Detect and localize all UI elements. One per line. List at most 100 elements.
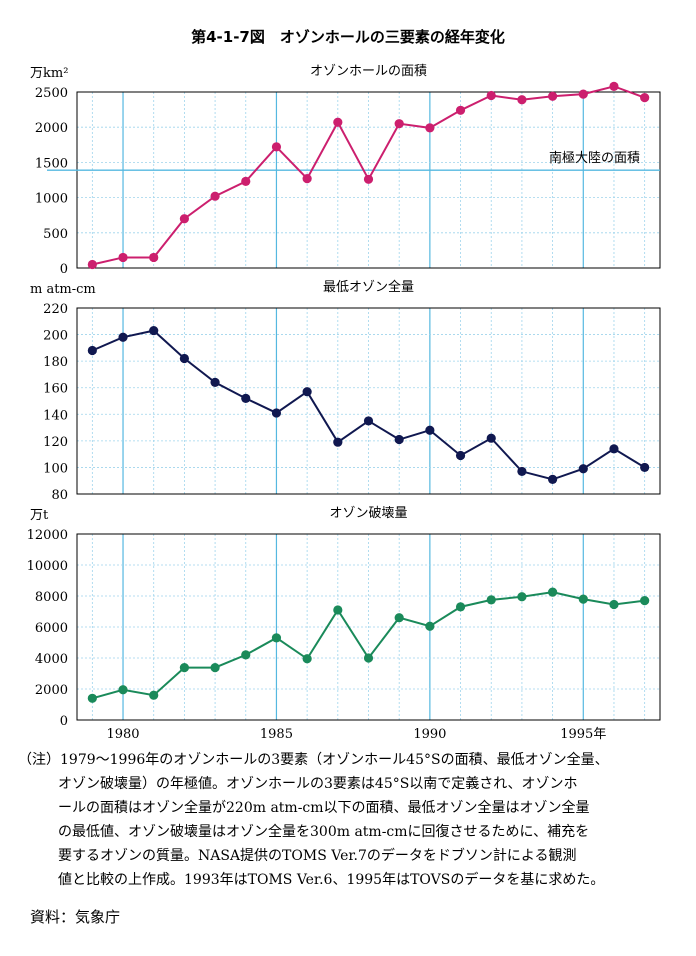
data-point [179, 663, 189, 673]
data-point [394, 613, 404, 623]
data-point [425, 425, 435, 435]
y-tick-label: 120 [43, 435, 68, 450]
y-tick-label: 220 [43, 302, 68, 317]
y-tick-label: 1500 [35, 156, 68, 171]
y-tick-label: 4000 [35, 652, 68, 667]
panel-1 [47, 81, 661, 270]
plot-frame [76, 533, 661, 721]
data-point [425, 123, 435, 133]
data-point [179, 353, 189, 364]
x-tick-label: 1990 [413, 727, 446, 740]
y-tick-label: 6000 [35, 621, 68, 636]
data-point [302, 654, 312, 664]
panel-title: 最低オゾン全量 [323, 279, 414, 295]
y-tick-label: 500 [43, 227, 68, 242]
data-point [394, 119, 404, 129]
note-line: （注）1979～1996年のオゾンホールの3要素（オゾンホール45°Sの面積、最… [18, 752, 609, 768]
y-tick-label: 0 [60, 262, 68, 277]
data-point [425, 621, 435, 631]
data-point [486, 433, 496, 443]
source-text: 資料：気象庁 [30, 908, 121, 926]
data-point [517, 592, 527, 602]
data-point [548, 587, 558, 597]
plot-frame [76, 307, 661, 495]
y-tick-label: 2000 [35, 121, 68, 136]
data-point [149, 325, 159, 336]
panel-3 [76, 533, 661, 721]
data-point [210, 191, 220, 201]
unit-label: 万t [30, 508, 49, 523]
y-tick-label: 1000 [35, 192, 68, 207]
y-tick-label: 100 [43, 461, 68, 476]
data-point [179, 214, 189, 224]
note-text: （注）1979～1996年のオゾンホールの3要素（オゾンホール45°Sの面積、最… [18, 748, 678, 892]
data-point [118, 252, 128, 263]
data-point [394, 434, 404, 445]
y-tick-label: 2000 [35, 683, 68, 698]
data-point [210, 377, 220, 387]
data-point [87, 259, 97, 270]
data-point [578, 89, 588, 99]
data-point [363, 416, 374, 426]
data-point [271, 408, 282, 418]
y-tick-label: 12000 [27, 528, 68, 543]
data-point [241, 650, 251, 660]
data-point [333, 117, 343, 127]
data-point [118, 332, 128, 342]
data-point [548, 91, 558, 101]
data-point [609, 599, 619, 610]
data-point [333, 605, 343, 615]
reference-line-label: 南極大陸の面積 [549, 150, 640, 166]
y-tick-label: 80 [51, 488, 68, 503]
data-point [548, 474, 558, 484]
data-point [210, 663, 220, 673]
data-point [640, 596, 650, 606]
data-point [578, 464, 588, 474]
note-line: ールの面積はオゾン全量が220m atm-cm以下の面積、最低オゾン全量はオゾン… [58, 800, 590, 816]
data-point [609, 81, 619, 91]
unit-label: 万km² [30, 66, 68, 81]
data-point [87, 345, 97, 356]
y-tick-label: 160 [43, 382, 68, 397]
data-point [455, 602, 466, 612]
data-point [455, 105, 466, 115]
data-point [302, 173, 312, 184]
data-point [517, 95, 527, 105]
data-point [609, 444, 619, 454]
data-point [578, 594, 588, 604]
y-tick-label: 180 [43, 355, 68, 370]
x-tick-label: 1980 [106, 727, 139, 740]
data-point [271, 142, 282, 152]
note-line: 要するオゾンの質量。NASA提供のTOMS Ver.7のデータをドブソン計による… [58, 848, 577, 864]
y-tick-label: 0 [60, 714, 68, 729]
data-point [118, 685, 128, 695]
chart-area: 05001000150020002500南極大陸の面積オゾンホールの面積万km²… [27, 64, 661, 740]
panel-title: オゾン破壊量 [329, 506, 407, 521]
y-tick-label: 200 [43, 329, 68, 344]
data-point [640, 93, 650, 103]
x-tick-label: 1995年 [560, 727, 606, 740]
data-point [149, 252, 159, 263]
unit-label: m atm-cm [30, 282, 96, 297]
data-point [486, 90, 496, 101]
panel-title: オゾンホールの面積 [310, 64, 427, 79]
data-point [363, 653, 374, 663]
data-point [149, 690, 159, 700]
y-tick-label: 8000 [35, 590, 68, 605]
data-point [333, 437, 343, 447]
data-point [363, 174, 374, 184]
figure-title: 第4-1-7図 オゾンホールの三要素の経年変化 [191, 28, 505, 46]
data-point [271, 633, 282, 643]
data-point [241, 393, 251, 403]
panel-2 [76, 307, 661, 495]
x-tick-label: 1985 [260, 727, 293, 740]
y-tick-label: 2500 [35, 86, 68, 101]
data-point [302, 387, 312, 397]
data-point [486, 595, 496, 605]
y-tick-label: 140 [43, 408, 68, 423]
y-tick-label: 10000 [27, 559, 68, 574]
data-point [517, 466, 527, 477]
note-line: オゾン破壊量）の年極値。オゾンホールの3要素は45°S以南で定義され、オゾンホ [58, 776, 578, 792]
data-point [87, 693, 97, 703]
data-point [241, 176, 251, 187]
